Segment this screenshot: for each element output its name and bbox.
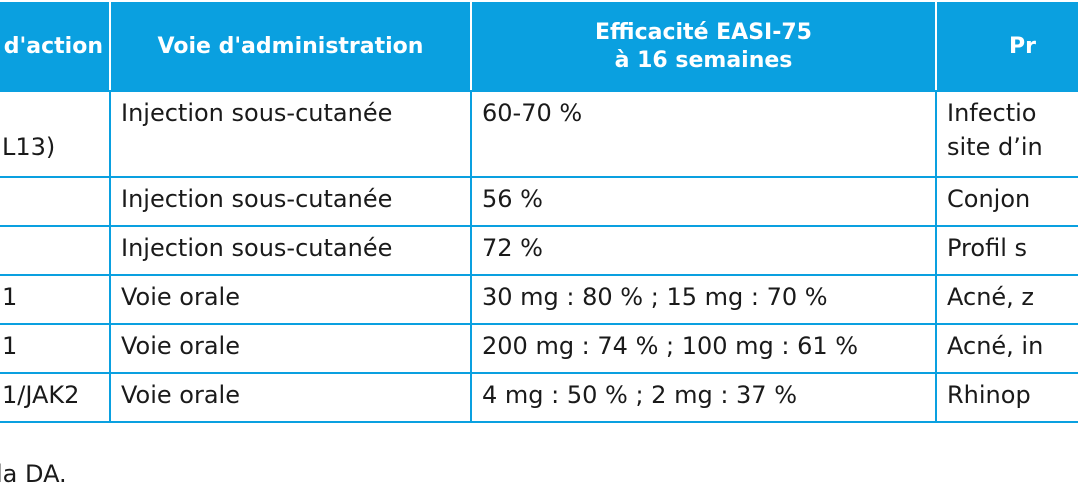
cell-mechanism: L13) xyxy=(0,90,111,178)
cell-mechanism: 1 xyxy=(0,323,111,374)
cell-efficacy: 30 mg : 80 % ; 15 mg : 70 % xyxy=(470,274,937,325)
table-row: Injection sous-cutanée 72 % Profil s xyxy=(0,225,1078,276)
cell-profile-line2: site d’in xyxy=(947,133,1043,161)
table-footnote: la DA. xyxy=(0,460,67,488)
cell-mechanism-line2: L13) xyxy=(2,133,56,161)
table-row: 1 Voie orale 200 mg : 74 % ; 100 mg : 61… xyxy=(0,323,1078,374)
cell-profile: Rhinop xyxy=(935,372,1078,423)
cell-efficacy: 60-70 % xyxy=(470,90,937,178)
table-row: L13) Injection sous-cutanée 60-70 % Infe… xyxy=(0,90,1078,178)
cell-mechanism xyxy=(0,225,111,276)
header-mechanism: d'action xyxy=(0,2,111,92)
header-efficacy-line2: à 16 semaines xyxy=(614,48,793,73)
cell-route: Voie orale xyxy=(109,274,472,325)
cell-mechanism xyxy=(0,176,111,227)
cell-efficacy: 72 % xyxy=(470,225,937,276)
cell-route: Voie orale xyxy=(109,372,472,423)
header-route: Voie d'administration xyxy=(109,2,472,92)
cell-profile: Profil s xyxy=(935,225,1078,276)
cell-efficacy: 56 % xyxy=(470,176,937,227)
header-profile: Pr xyxy=(935,2,1078,92)
cell-mechanism: 1/JAK2 xyxy=(0,372,111,423)
cell-route: Voie orale xyxy=(109,323,472,374)
cell-route: Injection sous-cutanée xyxy=(109,90,472,178)
cell-mechanism: 1 xyxy=(0,274,111,325)
cell-efficacy: 4 mg : 50 % ; 2 mg : 37 % xyxy=(470,372,937,423)
cell-profile: Infectio site d’in xyxy=(935,90,1078,178)
cell-profile: Acné, in xyxy=(935,323,1078,374)
cell-route: Injection sous-cutanée xyxy=(109,176,472,227)
cell-profile: Acné, z xyxy=(935,274,1078,325)
cell-mechanism-line1 xyxy=(0,96,99,130)
treatment-table-container: d'action Voie d'administration Efficacit… xyxy=(0,2,1078,423)
treatment-comparison-table: d'action Voie d'administration Efficacit… xyxy=(0,2,1078,423)
cell-route: Injection sous-cutanée xyxy=(109,225,472,276)
header-efficacy-line1: Efficacité EASI-75 xyxy=(595,20,812,45)
table-row: 1 Voie orale 30 mg : 80 % ; 15 mg : 70 %… xyxy=(0,274,1078,325)
cell-profile-line1: Infectio xyxy=(947,99,1037,127)
table-row: Injection sous-cutanée 56 % Conjon xyxy=(0,176,1078,227)
table-row: 1/JAK2 Voie orale 4 mg : 50 % ; 2 mg : 3… xyxy=(0,372,1078,423)
cell-efficacy: 200 mg : 74 % ; 100 mg : 61 % xyxy=(470,323,937,374)
table-header-row: d'action Voie d'administration Efficacit… xyxy=(0,2,1078,92)
header-efficacy: Efficacité EASI-75 à 16 semaines xyxy=(470,2,937,92)
cell-profile: Conjon xyxy=(935,176,1078,227)
